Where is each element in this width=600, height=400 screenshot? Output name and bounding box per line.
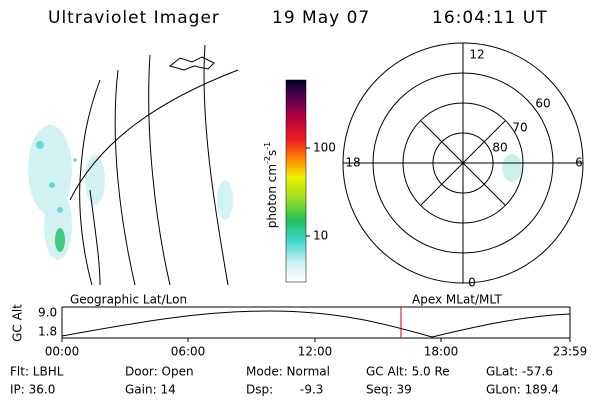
alt-xtick-label: 06:00: [171, 345, 206, 359]
mlt-label: 0: [468, 276, 476, 290]
footer-field: GC Alt: 5.0 Re: [366, 365, 450, 379]
title: Ultraviolet Imager: [48, 8, 220, 28]
footer-field: GLat: -57.6: [486, 365, 553, 379]
footer-field: Seq: 39: [366, 383, 412, 397]
alt-tick: 9.0: [38, 306, 57, 320]
dsp-value: -9.3: [300, 383, 323, 397]
geo-image: [28, 44, 239, 286]
mlt-label: 18: [345, 156, 360, 170]
date: 19 May 07: [272, 8, 370, 28]
mlat-label: 60: [535, 97, 550, 111]
footer-field: Dsp:: [246, 383, 273, 397]
alt-xtick-label: 18:00: [424, 345, 459, 359]
panel-label: Apex MLat/MLT: [412, 293, 502, 307]
color-tick-label: 10: [313, 229, 328, 243]
footer-field: IP: 36.0: [10, 383, 55, 397]
footer-field: Flt: LBHL: [10, 365, 64, 379]
unit-part: s: [265, 150, 279, 156]
color-unit: photon cm-2s-1: [263, 142, 279, 229]
alt-frame: [61, 306, 571, 339]
alt-tick: 1.8: [38, 325, 57, 339]
color-bar: [285, 79, 307, 283]
unit-part: photon cm: [265, 164, 279, 228]
panel-label: Geographic Lat/Lon: [70, 293, 187, 307]
alt-xtick-label: 23:59: [553, 345, 588, 359]
unit-exp: -2: [263, 156, 272, 164]
mlt-label: 6: [575, 156, 583, 170]
alt-xtick-label: 12:00: [298, 345, 333, 359]
footer-field: Gain: 14: [125, 383, 176, 397]
mlat-label: 70: [512, 121, 527, 135]
mlt-label: 12: [469, 48, 484, 62]
time: 16:04:11 UT: [432, 8, 548, 28]
color-tick-label: 100: [313, 141, 336, 155]
polar-plot: [342, 42, 584, 284]
footer-field: Door: Open: [125, 365, 194, 379]
alt-curve: [61, 310, 571, 338]
alt-xtick-label: 00:00: [45, 345, 80, 359]
unit-exp: -1: [263, 142, 272, 150]
footer: Flt: LBHL Door: Open Mode: Normal GC Alt: 5…: [10, 365, 559, 397]
footer-field: Mode: Normal: [246, 365, 330, 379]
mlat-label: 80: [492, 141, 507, 155]
alt-xticks: 00:00 06:00 12:00 18:00 23:59: [45, 338, 588, 359]
footer-field: GLon: 189.4: [486, 383, 559, 397]
alt-label: GC Alt: [11, 304, 25, 342]
